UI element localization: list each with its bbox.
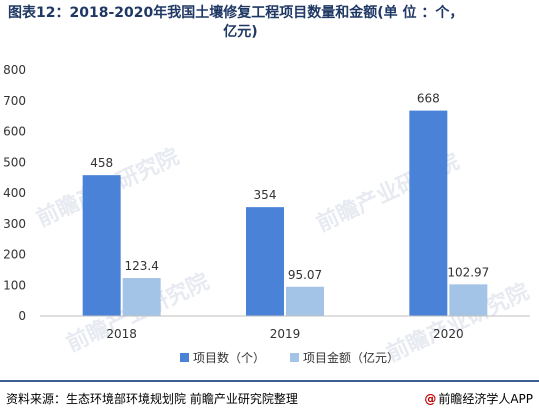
- y-axis: 0 100 200 300 400 500 600 700 800: [3, 63, 26, 323]
- x-axis: 2018 2019 2020: [40, 315, 530, 341]
- source-text: 资料来源：生态环境部环境规划院 前瞻产业研究院整理: [6, 392, 298, 406]
- y-tick-label: 600: [3, 125, 26, 139]
- bar-count-2018: [82, 175, 121, 316]
- legend-label: 项目数（个）: [193, 350, 265, 365]
- bar-amount-2018: [122, 278, 161, 316]
- brand: @ 前瞻经济学人APP: [424, 390, 533, 407]
- chart-title: 图表12：2018-2020年我国土壤修复工程项目数量和金额(单 位 ：个， 亿…: [8, 4, 533, 42]
- footer: 资料来源：生态环境部环境规划院 前瞻产业研究院整理 @ 前瞻经济学人APP: [0, 380, 539, 416]
- y-tick-label: 700: [3, 94, 26, 108]
- bar-count-2019: [246, 207, 284, 316]
- y-tick-label: 100: [3, 278, 26, 292]
- y-tick-label: 300: [3, 217, 26, 231]
- bar-amount-2019: [286, 286, 324, 316]
- data-label: 458: [90, 156, 113, 170]
- legend-label: 项目金额（亿元）: [303, 350, 399, 365]
- bar-count-2020: [409, 110, 448, 316]
- legend-swatch: [180, 353, 189, 362]
- chart-title-line2: 亿元): [223, 24, 258, 40]
- legend: 项目数（个） 项目金额（亿元）: [180, 350, 399, 365]
- y-tick-label: 500: [3, 155, 26, 169]
- legend-swatch: [290, 353, 299, 362]
- x-tick-label: 2018: [106, 327, 137, 341]
- data-label: 354: [254, 188, 277, 202]
- y-tick-label: 400: [3, 186, 26, 200]
- brand-text: 前瞻经济学人APP: [438, 392, 533, 406]
- bar-amount-2020: [449, 284, 488, 316]
- bar-chart: 0 100 200 300 400 500 600 700 800 458 123.4 354 95.…: [3, 63, 530, 365]
- x-tick-label: 2019: [270, 327, 301, 341]
- data-label: 668: [417, 92, 440, 106]
- y-tick-label: 0: [18, 309, 26, 323]
- data-label: 123.4: [124, 259, 158, 273]
- x-tick-label: 2020: [433, 327, 464, 341]
- bars: 458 123.4 354 95.07 668 102.97: [82, 92, 489, 316]
- data-label: 95.07: [288, 268, 322, 282]
- brand-logo-icon: @: [424, 392, 437, 406]
- y-tick-label: 200: [3, 248, 26, 262]
- y-tick-label: 800: [3, 63, 26, 77]
- chart-title-line1: 图表12：2018-2020年我国土壤修复工程项目数量和金额(单 位 ：个，: [8, 5, 464, 21]
- data-label: 102.97: [447, 265, 489, 279]
